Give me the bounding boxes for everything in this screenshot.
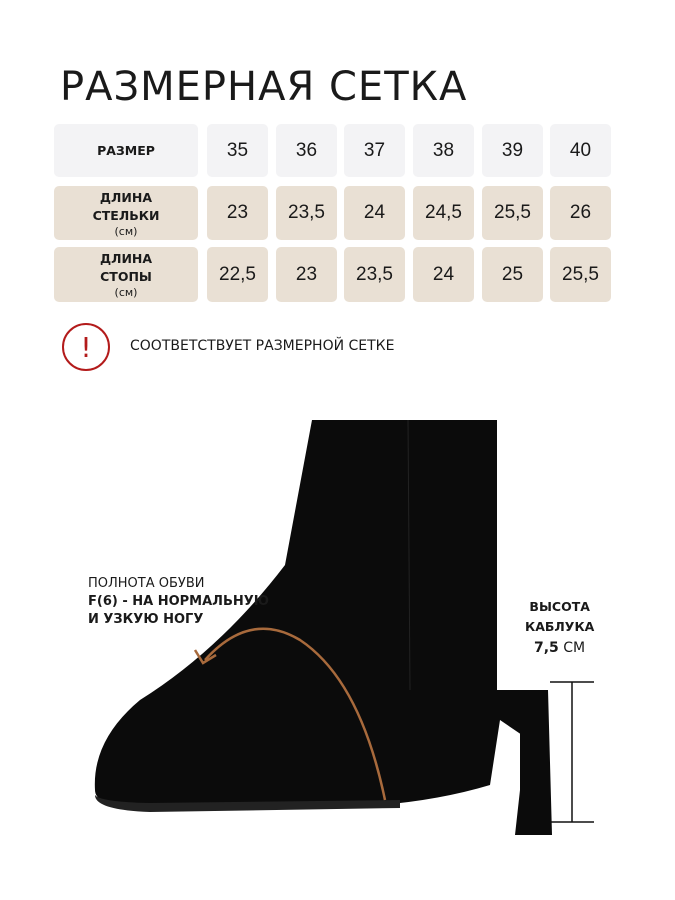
table-cell: 23 (276, 247, 337, 302)
heel-title-2: КАБЛУКА (525, 619, 595, 634)
table-cell: 40 (550, 124, 611, 177)
table-cell: 23 (207, 186, 268, 240)
fullness-desc: И УЗКУЮ НОГУ (88, 612, 204, 627)
table-cell: 25,5 (550, 247, 611, 302)
heel-height: 7,5 СМ (534, 640, 585, 656)
table-cell: 25 (482, 247, 543, 302)
table-cell: 23,5 (276, 186, 337, 240)
table-cell: 38 (413, 124, 474, 177)
heel-label: ВЫСОТА КАБЛУКА (525, 597, 594, 637)
table-cell: 36 (276, 124, 337, 177)
table-cell: 22,5 (207, 247, 268, 302)
page-title: РАЗМЕРНАЯ СЕТКА (60, 64, 468, 110)
fullness-title: ПОЛНОТА ОБУВИ (88, 576, 205, 591)
fullness-value: F(6) - НА НОРМАЛЬНУЮ (88, 594, 270, 609)
fullness-label: ПОЛНОТА ОБУВИ F(6) - НА НОРМАЛЬНУЮ И УЗК… (88, 575, 269, 629)
table-cell: 26 (550, 186, 611, 240)
row-label: РАЗМЕР (54, 124, 198, 177)
row-label: ДЛИНА СТОПЫ (см) (54, 247, 198, 302)
size-note: СООТВЕТСТВУЕТ РАЗМЕРНОЙ СЕТКЕ (130, 338, 395, 354)
table-cell: 39 (482, 124, 543, 177)
table-cell: 37 (344, 124, 405, 177)
table-cell: 24 (344, 186, 405, 240)
table-cell: 35 (207, 124, 268, 177)
table-cell: 25,5 (482, 186, 543, 240)
row-label: ДЛИНА СТЕЛЬКИ (см) (54, 186, 198, 240)
table-cell: 24 (413, 247, 474, 302)
heel-title-1: ВЫСОТА (529, 599, 590, 614)
warning-icon: ! (62, 323, 110, 371)
heel-unit: СМ (563, 640, 586, 656)
table-cell: 24,5 (413, 186, 474, 240)
heel-value: 7,5 (534, 640, 559, 656)
table-cell: 23,5 (344, 247, 405, 302)
